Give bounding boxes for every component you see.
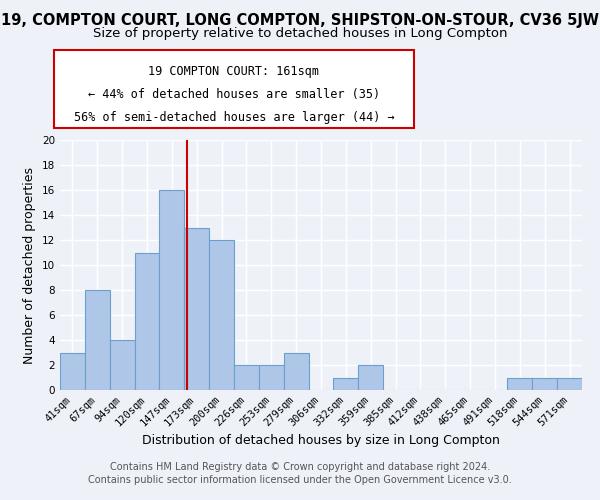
Bar [184,228,209,390]
Bar [234,365,259,390]
Bar [284,352,308,390]
Text: Contains HM Land Registry data © Crown copyright and database right 2024.: Contains HM Land Registry data © Crown c… [110,462,490,472]
Bar [508,378,532,390]
Bar [557,378,582,390]
Bar [259,365,284,390]
Text: ← 44% of detached houses are smaller (35): ← 44% of detached houses are smaller (35… [88,88,380,102]
Bar [60,352,85,390]
Text: 56% of semi-detached houses are larger (44) →: 56% of semi-detached houses are larger (… [74,111,394,124]
Bar [134,252,160,390]
Bar [532,378,557,390]
Bar [209,240,234,390]
Bar [358,365,383,390]
Y-axis label: Number of detached properties: Number of detached properties [23,166,37,364]
Bar [85,290,110,390]
Text: 19, COMPTON COURT, LONG COMPTON, SHIPSTON-ON-STOUR, CV36 5JW: 19, COMPTON COURT, LONG COMPTON, SHIPSTO… [1,12,599,28]
X-axis label: Distribution of detached houses by size in Long Compton: Distribution of detached houses by size … [142,434,500,447]
Text: Contains public sector information licensed under the Open Government Licence v3: Contains public sector information licen… [88,475,512,485]
Text: Size of property relative to detached houses in Long Compton: Size of property relative to detached ho… [93,28,507,40]
Bar [160,190,184,390]
Text: 19 COMPTON COURT: 161sqm: 19 COMPTON COURT: 161sqm [149,65,320,78]
Bar [110,340,134,390]
Bar [334,378,358,390]
